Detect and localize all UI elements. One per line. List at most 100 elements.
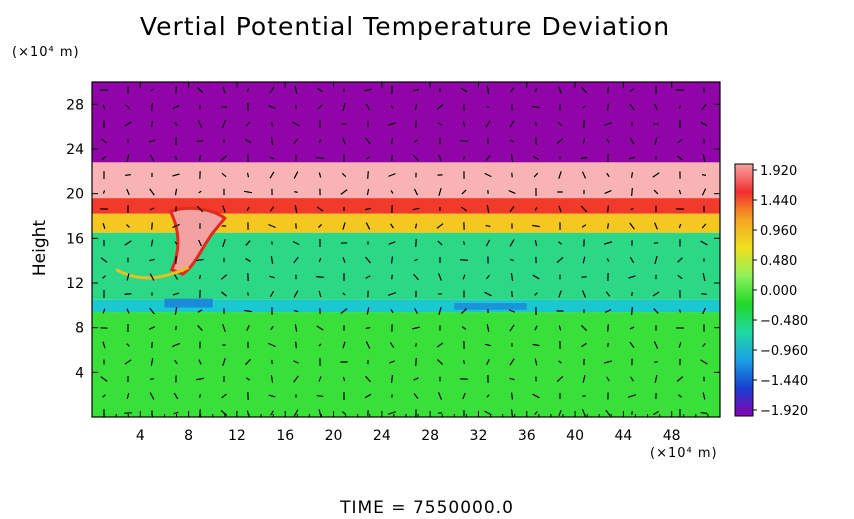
wind-vector — [295, 341, 297, 349]
wind-vector — [653, 189, 659, 195]
wind-vector — [532, 343, 540, 347]
wind-vector — [391, 274, 393, 280]
wind-vector — [509, 139, 515, 143]
wind-vector — [148, 139, 156, 143]
wind-vector — [580, 86, 588, 94]
wind-vector — [510, 153, 514, 163]
wind-vector — [195, 377, 205, 381]
y-tick-label: 28 — [66, 97, 84, 113]
wind-vector — [605, 409, 611, 417]
wind-vector — [268, 394, 276, 398]
wind-vector — [365, 137, 371, 145]
wind-vector — [317, 223, 323, 229]
wind-vector — [438, 273, 442, 281]
wind-vector — [366, 156, 370, 160]
wind-vector — [245, 258, 251, 262]
wind-vector — [364, 393, 372, 399]
wind-vector — [556, 256, 564, 264]
wind-vector — [654, 137, 658, 145]
wind-vector — [246, 88, 250, 92]
wind-vector — [388, 122, 396, 126]
wind-vector — [246, 325, 250, 331]
wind-vector — [509, 205, 515, 213]
x-tick-label: 16 — [276, 428, 294, 444]
wind-vector — [437, 359, 443, 365]
wind-vector — [459, 259, 469, 261]
wind-vector — [653, 308, 659, 314]
wind-vector — [415, 358, 417, 366]
wind-vector — [558, 241, 562, 245]
wind-vector — [607, 205, 609, 213]
wind-vector — [606, 172, 610, 178]
wind-vector — [150, 239, 154, 247]
wind-vector — [628, 156, 636, 160]
wind-vector — [701, 174, 707, 176]
wind-vector — [244, 138, 252, 144]
wind-vector — [461, 308, 467, 314]
wind-vector — [293, 375, 299, 383]
wind-vector — [558, 325, 562, 331]
wind-vector — [173, 411, 179, 415]
wind-vector — [293, 138, 299, 144]
wind-vector — [268, 105, 276, 109]
wind-vector — [677, 257, 683, 263]
wind-vector — [318, 172, 322, 178]
wind-vector — [509, 239, 515, 247]
wind-vector — [701, 103, 707, 111]
wind-vector — [631, 411, 633, 415]
wind-vector — [318, 257, 322, 263]
x-tick-label: 32 — [470, 428, 488, 444]
wind-vector — [388, 411, 396, 415]
wind-vector — [677, 138, 683, 144]
wind-vector — [391, 154, 393, 162]
wind-vector — [364, 256, 372, 264]
wind-vector — [150, 88, 154, 92]
x-tick-label: 44 — [614, 428, 632, 444]
wind-vector — [198, 274, 202, 280]
wind-vector — [534, 411, 538, 415]
wind-vector — [342, 137, 346, 145]
wind-vector — [534, 292, 538, 296]
x-tick-label: 4 — [136, 428, 145, 444]
wind-vector — [532, 155, 540, 161]
wind-vector — [558, 171, 562, 179]
field-band — [92, 198, 720, 214]
wind-vector — [607, 87, 609, 93]
wind-vector — [149, 326, 155, 330]
wind-vector — [678, 394, 682, 398]
wind-vector — [486, 274, 490, 280]
wind-vector — [174, 188, 178, 196]
wind-vector — [246, 410, 250, 416]
wind-vector — [174, 155, 178, 161]
wind-vector — [412, 326, 420, 330]
wind-vector — [390, 256, 394, 264]
wind-vector — [654, 222, 658, 230]
wind-vector — [484, 291, 492, 297]
wind-vector — [653, 410, 659, 416]
x-tick-label: 24 — [373, 428, 391, 444]
wind-vector — [558, 205, 562, 213]
wind-vector — [556, 138, 564, 144]
wind-vector — [293, 360, 299, 364]
wind-vector — [631, 188, 633, 196]
wind-vector — [150, 103, 154, 111]
wind-vector — [653, 123, 659, 125]
wind-vector — [197, 324, 203, 332]
wind-vector — [246, 172, 250, 178]
y-tick-label: 8 — [75, 321, 84, 337]
wind-vector — [389, 342, 395, 348]
wind-vector — [102, 394, 106, 398]
wind-vector — [485, 224, 491, 228]
wind-vector — [151, 222, 153, 230]
wind-vector — [367, 171, 369, 179]
wind-vector — [222, 120, 226, 128]
wind-vector — [342, 376, 346, 382]
wind-vector — [511, 290, 513, 298]
wind-vector — [603, 360, 613, 364]
wind-vector — [172, 292, 180, 296]
wind-vector — [172, 342, 180, 348]
wind-vector — [196, 140, 204, 142]
wind-vector — [222, 358, 226, 366]
colorbar: 1.920 1.440 0.960 0.480 0.000 −0.480 −0.960 −1.… — [734, 163, 808, 419]
